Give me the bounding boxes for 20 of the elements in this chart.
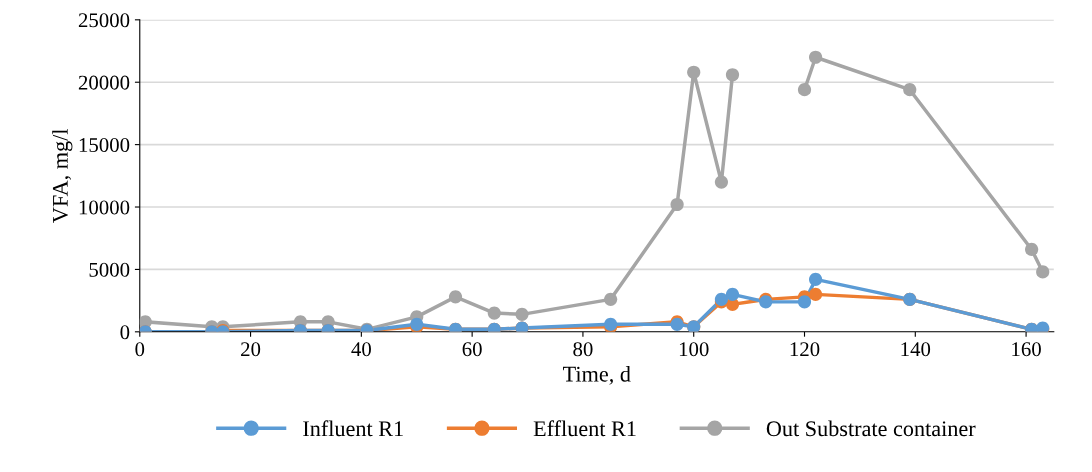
x-tick-label: 60 [462, 342, 482, 357]
x-tick-label: 80 [573, 342, 593, 357]
y-axis-title: VFA, mg/l [52, 128, 73, 223]
y-tick-label: 25000 [78, 13, 130, 28]
x-tick-label: 140 [901, 342, 931, 357]
y-tick-label: 0 [120, 325, 130, 340]
x-tick-label: 0 [135, 342, 145, 357]
x-tick-label: 40 [351, 342, 371, 357]
x-tick-label: 120 [790, 342, 820, 357]
x-tick-label: 100 [679, 342, 709, 357]
legend-label: Out Substrate container [766, 420, 976, 437]
y-tick-label: 15000 [79, 137, 130, 153]
y-tick-label: 20000 [78, 75, 130, 90]
x-tick-label: 20 [241, 342, 261, 357]
y-tick-label: 10000 [79, 200, 130, 215]
x-tick-label: 160 [1012, 342, 1041, 357]
x-axis-title: Time, d [563, 365, 631, 385]
legend-label: Effluent R1 [533, 420, 636, 437]
legend-label: Influent R1 [303, 420, 403, 437]
y-tick-label: 5000 [89, 262, 130, 277]
